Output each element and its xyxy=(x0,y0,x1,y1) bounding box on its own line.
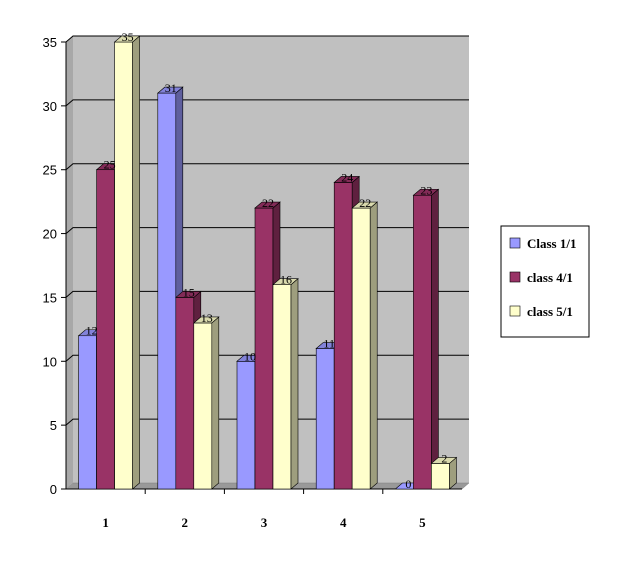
x-tick-label: 5 xyxy=(419,515,426,530)
data-label: 31 xyxy=(165,81,177,95)
y-tick-label: 15 xyxy=(43,290,57,305)
bar-side xyxy=(431,188,439,490)
bar-front xyxy=(175,297,195,490)
data-label: 15 xyxy=(183,285,195,299)
bar-front xyxy=(193,322,213,490)
plot-side-wall xyxy=(66,36,73,489)
bars-layer xyxy=(77,35,458,490)
legend-label: Class 1/1 xyxy=(527,236,576,251)
data-label: 35 xyxy=(122,30,134,44)
y-tick-label: 5 xyxy=(50,418,57,433)
bar-top xyxy=(174,291,202,298)
legend-swatch xyxy=(509,271,521,283)
bar-top xyxy=(192,316,220,324)
bar-top xyxy=(333,176,361,183)
bar xyxy=(113,35,141,490)
data-label: 23 xyxy=(420,183,432,197)
bar-top xyxy=(430,457,458,464)
data-label: 11 xyxy=(323,337,335,351)
bar-front xyxy=(78,335,97,490)
bar-top xyxy=(113,35,141,43)
bar-front xyxy=(96,169,115,490)
bar-front xyxy=(431,463,450,490)
data-label: 2 xyxy=(441,451,447,465)
y-tick-label: 0 xyxy=(50,482,57,497)
bar-top xyxy=(156,86,184,94)
bar-front xyxy=(157,92,177,490)
gridline xyxy=(65,163,469,171)
y-tick-label: 25 xyxy=(43,163,57,178)
bar-side xyxy=(132,35,140,490)
bar-front xyxy=(114,41,133,490)
data-label: 12 xyxy=(86,324,98,338)
x-tick-label: 3 xyxy=(261,515,268,530)
x-tick-label: 4 xyxy=(340,515,347,530)
y-tick-label: 30 xyxy=(43,99,57,114)
data-label: 25 xyxy=(104,158,116,172)
bar-front xyxy=(236,360,256,490)
data-label: 16 xyxy=(280,273,292,287)
bar-top xyxy=(254,201,281,209)
bar-front xyxy=(315,348,335,490)
data-label: 0 xyxy=(405,477,411,491)
legend-label: class 5/1 xyxy=(527,304,573,319)
bar-front xyxy=(413,194,432,490)
bar xyxy=(430,456,458,490)
bar-front xyxy=(351,207,371,490)
data-label: 22 xyxy=(359,196,371,210)
legend-label: class 4/1 xyxy=(527,270,573,285)
x-tick-label: 1 xyxy=(102,515,109,530)
bar-front xyxy=(254,207,274,490)
bar xyxy=(272,278,299,490)
legend-swatch xyxy=(509,305,521,317)
data-label: 13 xyxy=(201,311,213,325)
bar xyxy=(351,201,379,490)
bar-side xyxy=(369,201,378,490)
bar-side xyxy=(211,316,220,490)
bar xyxy=(192,316,220,490)
legend-swatch xyxy=(509,237,521,249)
y-tick-label: 10 xyxy=(43,354,57,369)
bar-side xyxy=(290,278,299,490)
bar xyxy=(412,188,440,490)
bar-top xyxy=(272,278,299,285)
bar-top xyxy=(412,188,440,196)
data-label: 22 xyxy=(262,196,274,210)
y-tick-label: 35 xyxy=(43,35,57,50)
legend: Class 1/1 class 4/1 class 5/1 xyxy=(500,225,590,338)
data-label: 10 xyxy=(244,349,256,363)
x-tick-label: 2 xyxy=(182,515,189,530)
bar-front xyxy=(272,284,292,490)
gridline xyxy=(65,99,469,107)
bar-front xyxy=(333,182,353,490)
y-tick-label: 20 xyxy=(43,227,57,242)
bar-top xyxy=(351,201,379,209)
data-label: 24 xyxy=(341,170,353,184)
gridline xyxy=(65,35,469,43)
labels-layer: 1 12 25 35 2 31 15 13 3 10 22 16 4 11 24 22 5 0 23 2 xyxy=(86,30,448,530)
